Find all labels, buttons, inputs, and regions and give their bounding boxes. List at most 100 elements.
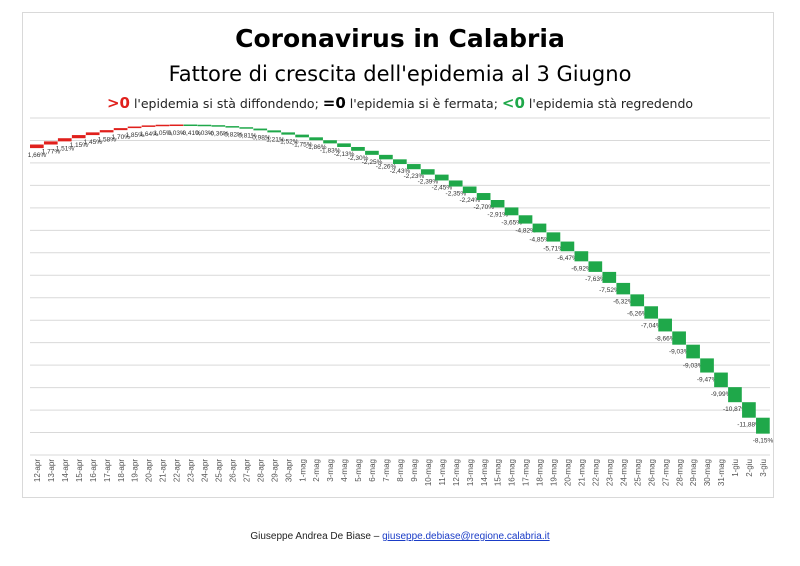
data-label: -4,85% [529,236,550,243]
data-label: -1,21% [264,136,285,143]
data-label: -1,86% [306,144,327,151]
x-tick-label: 13-apr [47,459,56,482]
bar-30-mag [700,358,714,373]
data-label: -1,52% [278,139,299,146]
bar-17-mag [518,215,533,224]
data-label: -6,32% [613,298,634,305]
data-label: -10,87% [723,406,747,413]
bar-18-mag [532,223,547,233]
bar-31-mag [714,372,728,388]
data-label: 0,03% [167,130,186,137]
x-tick-label: 3-mag [326,459,335,482]
bar-20-apr [141,125,156,127]
data-label: -2,13% [334,151,355,158]
bar-29-apr [267,130,282,133]
bar-8-mag [393,159,407,165]
bar-22-apr [169,124,184,127]
bar-3-giu [756,417,770,434]
data-label: 1,66% [28,152,47,159]
data-label: 1,70% [112,134,131,141]
x-tick-label: 13-mag [466,459,475,486]
data-label: -2,35% [446,191,467,198]
data-label: -3,65% [501,219,522,226]
data-label: 1,05% [153,130,172,137]
data-label: -2,23% [404,173,425,180]
x-tick-label: 29-apr [270,459,279,482]
data-label: -2,91% [487,211,508,218]
bar-19-apr [127,126,142,129]
data-label: -2,26% [376,163,397,170]
bar-7-mag [379,154,393,160]
x-tick-label: 21-apr [159,459,168,482]
chart-frame [22,12,774,498]
bar-18-apr [113,128,128,131]
data-label: 1,85% [126,132,145,139]
x-tick-label: 8-mag [396,459,405,482]
footer-email-link[interactable]: giuseppe.debiase@regione.calabria.it [382,531,550,542]
data-label: -9,03% [669,349,690,356]
bar-25-apr [211,125,226,127]
x-tick-label: 26-apr [228,459,237,482]
x-tick-label: 14-mag [480,459,489,486]
bar-19-mag [546,232,561,242]
bar-13-mag [462,186,477,194]
bar-30-apr [281,132,295,135]
bar-16-mag [504,207,519,216]
x-tick-label: 15-mag [494,459,503,486]
bar-15-mag [490,200,505,208]
legend-negative-text: l'epidemia stà regredendo [524,96,694,111]
legend-zero-symbol: =0 [322,94,346,112]
bar-28-mag [672,331,686,345]
bar-14-mag [476,193,491,200]
bar-17-apr [99,130,114,133]
bar-21-mag [574,251,589,262]
x-tick-label: 10-mag [424,459,433,486]
bar-22-mag [588,261,603,272]
bar-26-mag [644,306,659,319]
bar-9-mag [406,164,421,170]
data-label: -2,39% [418,179,439,186]
x-tick-label: 29-mag [689,459,698,486]
bar-4-mag [337,143,351,147]
bar-1-mag [295,134,309,138]
x-tick-label: 27-mag [661,459,670,486]
data-label: -0,41% [180,130,201,137]
x-tick-label: 22-mag [591,459,600,486]
x-tick-label: 9-mag [410,459,419,482]
x-tick-label: 31-mag [717,459,726,486]
x-tick-label: 23-mag [605,459,614,486]
x-tick-label: 19-apr [131,459,140,482]
footer-author: Giuseppe Andrea De Biase – [250,531,383,542]
bar-13-apr [43,141,58,145]
bar-16-apr [85,132,100,136]
data-label: -6,92% [571,265,592,272]
data-label: 1,15% [70,142,89,149]
bar-14-apr [57,138,72,142]
x-tick-label: 23-apr [187,459,196,482]
data-label: 0,03% [195,130,214,137]
bar-5-mag [351,146,365,151]
data-label: -1,83% [320,147,341,154]
bar-24-apr [197,124,212,127]
x-tick-label: 24-mag [619,459,628,486]
x-tick-label: 12-mag [452,459,461,486]
x-tick-label: 28-mag [675,459,684,486]
data-label: -2,70% [473,204,494,211]
x-tick-label: 20-mag [564,459,573,486]
x-tick-label: 17-mag [522,459,531,486]
x-tick-label: 16-apr [89,459,98,482]
x-tick-label: 16-mag [508,459,517,486]
data-label: -9,47% [697,377,718,384]
x-tick-label: 1-giu [731,459,740,477]
data-label: -1,75% [292,141,313,148]
data-label: -5,71% [543,246,564,253]
data-label: -2,24% [460,197,481,204]
data-label: -11,88% [737,422,761,429]
bar-27-apr [239,127,254,129]
data-label: -7,63% [585,276,606,283]
x-tick-label: 30-apr [284,459,293,482]
x-tick-label: 26-mag [647,459,656,486]
x-tick-label: 15-apr [75,459,84,482]
bar-2-giu [742,402,756,418]
x-tick-label: 7-mag [382,459,391,482]
